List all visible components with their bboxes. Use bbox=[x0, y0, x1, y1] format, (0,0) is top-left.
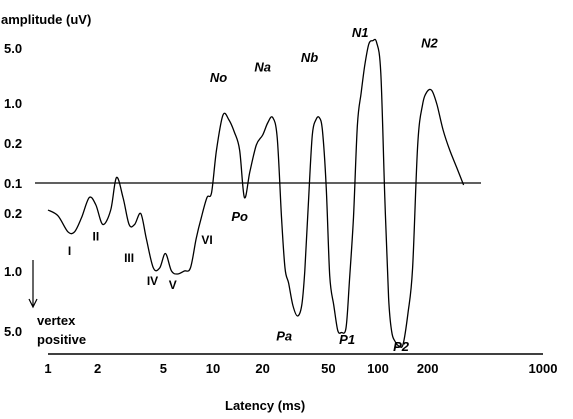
annotation-line-1: vertex bbox=[37, 313, 76, 328]
peak-label-iii: III bbox=[124, 251, 134, 265]
y-tick-label: 0.2 bbox=[4, 206, 22, 221]
peak-label-v: V bbox=[169, 278, 177, 292]
vertex-positive-note: vertex positive bbox=[28, 260, 86, 347]
annotation-line-2: positive bbox=[37, 332, 86, 347]
x-tick-label: 1000 bbox=[529, 361, 558, 376]
peak-label-iv: IV bbox=[147, 274, 158, 288]
peak-label-po: Po bbox=[231, 209, 248, 224]
peak-label-ii: II bbox=[93, 229, 100, 243]
y-axis-title: amplitude (uV) bbox=[1, 12, 91, 27]
x-tick-label: 20 bbox=[255, 361, 269, 376]
peak-label-p2: P2 bbox=[393, 339, 410, 354]
peak-label-no: No bbox=[210, 70, 227, 85]
x-tick-label: 10 bbox=[206, 361, 220, 376]
x-tick-label: 100 bbox=[367, 361, 389, 376]
x-tick-label: 1 bbox=[44, 361, 51, 376]
axes bbox=[35, 182, 543, 355]
peak-label-vi: VI bbox=[201, 233, 212, 247]
peak-label-nb: Nb bbox=[301, 50, 318, 65]
peak-label-n2: N2 bbox=[421, 36, 438, 51]
arrowhead-icon bbox=[28, 298, 38, 309]
x-tick-label: 50 bbox=[321, 361, 335, 376]
x-tick-label: 200 bbox=[417, 361, 439, 376]
series-line bbox=[47, 38, 465, 348]
y-tick-label: 1.0 bbox=[4, 96, 22, 111]
peak-label-p1: P1 bbox=[339, 332, 355, 347]
waveform bbox=[47, 38, 465, 348]
peak-label-na: Na bbox=[254, 59, 271, 74]
x-axis-title: Latency (ms) bbox=[225, 398, 305, 413]
y-tick-label: 5.0 bbox=[4, 41, 22, 56]
x-tick-label: 2 bbox=[94, 361, 101, 376]
y-tick-label: 0.1 bbox=[4, 176, 22, 191]
x-tick-labels: 1 2 5 10 20 50 100 200 1000 bbox=[44, 361, 557, 376]
peak-label-n1: N1 bbox=[352, 25, 369, 40]
y-tick-labels: 5.0 1.0 0.2 0.1 0.2 1.0 5.0 bbox=[4, 41, 22, 339]
y-tick-label: 5.0 bbox=[4, 324, 22, 339]
peak-label-i: I bbox=[68, 244, 71, 258]
peak-label-pa: Pa bbox=[276, 329, 292, 344]
y-tick-label: 1.0 bbox=[4, 264, 22, 279]
y-tick-label: 0.2 bbox=[4, 136, 22, 151]
x-tick-label: 5 bbox=[160, 361, 167, 376]
